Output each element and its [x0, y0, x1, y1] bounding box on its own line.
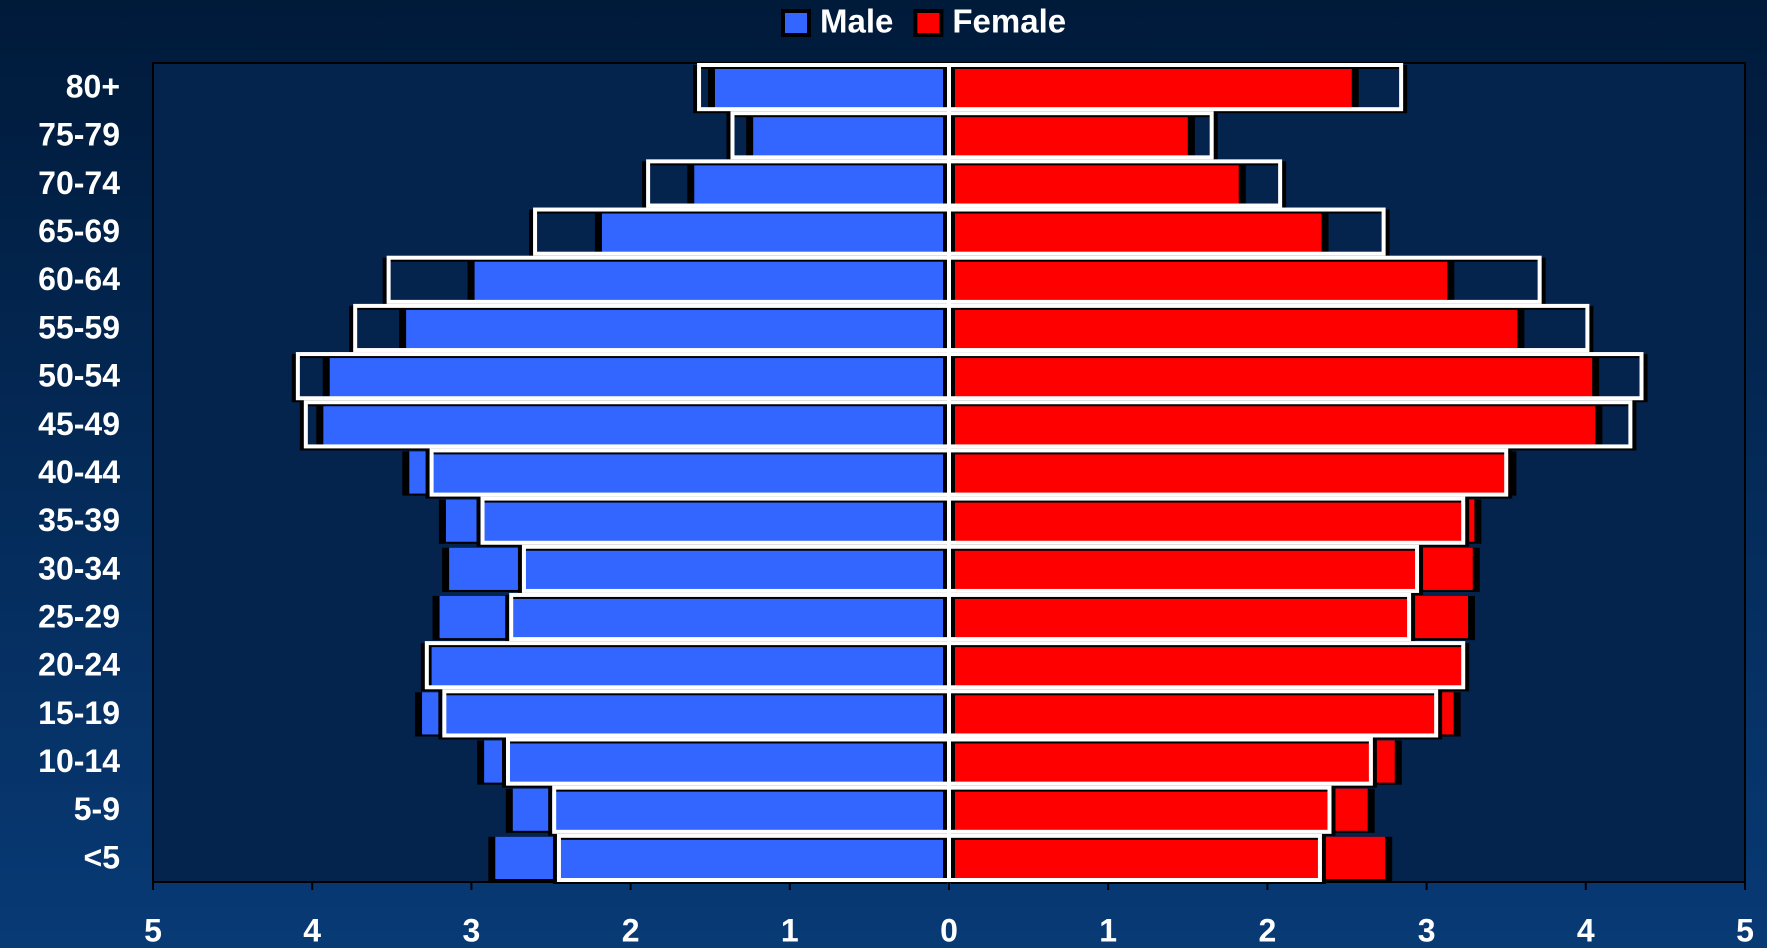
bar: [445, 499, 949, 542]
x-tick-label: 0: [940, 912, 958, 948]
x-tick-label: 5: [144, 912, 162, 948]
bar: [949, 595, 1468, 639]
y-tick-label: 25-29: [38, 598, 120, 634]
bar: [949, 788, 1368, 831]
bar: [431, 644, 950, 687]
bar: [949, 66, 1352, 109]
y-tick-label: 50-54: [38, 358, 120, 394]
bar: [495, 836, 949, 879]
x-tick-label: 3: [1418, 912, 1436, 948]
y-tick-label: 20-24: [38, 647, 120, 683]
bar: [484, 740, 949, 783]
y-tick-label: 10-14: [38, 743, 120, 779]
bar: [409, 451, 949, 494]
bar: [949, 355, 1593, 398]
bar: [329, 355, 949, 398]
y-tick-label: 40-44: [38, 454, 120, 490]
bar: [714, 66, 949, 109]
bar: [949, 162, 1239, 205]
y-tick-label: 75-79: [38, 117, 120, 153]
bar: [949, 644, 1462, 687]
bar: [949, 451, 1510, 494]
bar: [949, 836, 1386, 879]
bar: [439, 595, 949, 639]
y-tick-label: 70-74: [38, 165, 120, 201]
x-tick-label: 4: [303, 912, 321, 948]
bar: [449, 547, 949, 590]
x-tick-label: 5: [1736, 912, 1754, 948]
legend-swatch: [913, 9, 944, 37]
bar: [949, 403, 1596, 446]
y-tick-label: 65-69: [38, 213, 120, 249]
y-tick-label: 45-49: [38, 406, 120, 442]
bar: [949, 306, 1518, 350]
bar: [422, 692, 950, 735]
bar: [949, 499, 1475, 542]
bar: [694, 162, 949, 205]
x-tick-label: 1: [781, 912, 799, 948]
y-tick-label: 35-39: [38, 502, 120, 538]
bar: [323, 403, 949, 446]
bar: [949, 547, 1473, 590]
outline-bar-shadow: [951, 498, 1470, 547]
x-tick-label: 2: [622, 912, 640, 948]
y-tick-label: 55-59: [38, 309, 120, 345]
bar: [949, 114, 1188, 157]
x-tick-label: 2: [1259, 912, 1277, 948]
y-tick-label: 5-9: [74, 791, 120, 827]
bar: [601, 210, 949, 253]
bar: [406, 306, 949, 350]
legend-label: Female: [952, 3, 1066, 40]
bar: [753, 114, 949, 157]
bar: [949, 258, 1448, 301]
x-tick-label: 3: [463, 912, 481, 948]
bar: [512, 788, 949, 831]
y-tick-label: 80+: [66, 69, 120, 105]
y-tick-label: 60-64: [38, 261, 120, 297]
y-tick-label: <5: [84, 839, 120, 875]
y-tick-label: 30-34: [38, 550, 120, 586]
x-tick-label: 4: [1577, 912, 1595, 948]
legend-swatch: [781, 9, 811, 37]
x-tick-label: 1: [1099, 912, 1117, 948]
y-tick-label: 15-19: [38, 695, 120, 731]
bar: [474, 258, 949, 301]
outline-bar-shadow: [476, 498, 947, 547]
legend-label: Male: [820, 3, 893, 40]
bar: [949, 210, 1322, 253]
bar: [949, 692, 1454, 735]
bar: [949, 740, 1395, 783]
